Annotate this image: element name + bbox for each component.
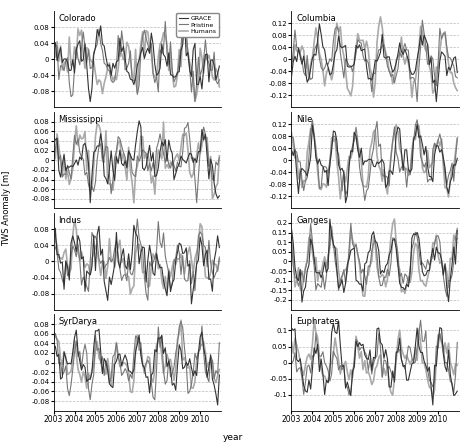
Text: Ganges: Ganges xyxy=(296,216,329,225)
Text: SyrDarya: SyrDarya xyxy=(59,317,97,326)
Text: Colorado: Colorado xyxy=(59,14,96,23)
Text: Columbia: Columbia xyxy=(296,14,336,23)
Text: year: year xyxy=(223,433,243,442)
Text: Euphrates: Euphrates xyxy=(296,317,339,326)
Text: TWS Anomaly [m]: TWS Anomaly [m] xyxy=(2,171,12,246)
Text: Mississippi: Mississippi xyxy=(59,115,103,124)
Text: Nile: Nile xyxy=(296,115,313,124)
Text: Indus: Indus xyxy=(59,216,82,225)
Legend: GRACE, Pristine, Humans: GRACE, Pristine, Humans xyxy=(176,13,219,36)
